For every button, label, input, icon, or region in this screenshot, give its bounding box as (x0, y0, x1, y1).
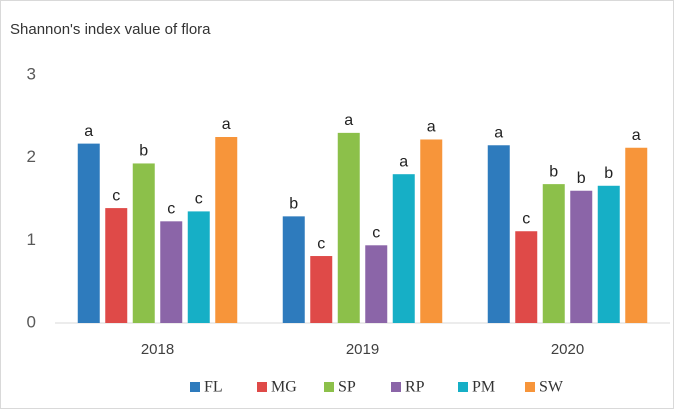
bar (215, 137, 238, 323)
significance-letter: a (399, 153, 408, 170)
chart-title: Shannon's index value of flora (10, 21, 211, 38)
legend-label: MG (271, 379, 297, 396)
legend-label: FL (204, 379, 223, 396)
bar (282, 216, 305, 323)
legend-swatch (190, 382, 200, 392)
significance-letter: c (167, 201, 175, 218)
significance-letter: b (549, 163, 558, 180)
legend-swatch (525, 382, 535, 392)
bar (337, 132, 360, 323)
y-tick-label: 2 (27, 147, 36, 166)
bar (420, 139, 443, 323)
significance-letter: c (372, 225, 380, 242)
significance-letter: a (344, 112, 353, 129)
bar (132, 163, 155, 323)
legend-label: PM (472, 379, 495, 396)
significance-letter: c (195, 191, 203, 208)
significance-letter: a (222, 116, 231, 133)
bar (77, 143, 100, 323)
bar (597, 185, 620, 323)
x-tick-label: 2019 (346, 341, 379, 358)
legend-swatch (391, 382, 401, 392)
x-tick-label: 2020 (551, 341, 584, 358)
y-tick-label: 1 (27, 230, 36, 249)
bar (310, 256, 333, 323)
significance-letter: b (604, 165, 613, 182)
bar (625, 147, 648, 323)
bar (160, 221, 183, 323)
legend-label: SP (338, 379, 356, 396)
legend-swatch (257, 382, 267, 392)
x-tick-label: 2018 (141, 341, 174, 358)
bar (105, 208, 128, 323)
significance-letter: c (522, 210, 530, 227)
bar (365, 245, 388, 323)
bar (487, 145, 510, 323)
y-tick-label: 0 (27, 312, 36, 331)
significance-letter: b (139, 143, 148, 160)
bar (515, 231, 538, 323)
significance-letter: a (632, 127, 641, 144)
y-tick-label: 3 (27, 64, 36, 83)
legend-swatch (324, 382, 334, 392)
bar (392, 174, 415, 323)
bar (187, 211, 210, 323)
legend-swatch (458, 382, 468, 392)
significance-letter: a (84, 123, 93, 140)
significance-letter: c (112, 187, 120, 204)
bar (570, 190, 593, 323)
legend-label: SW (539, 379, 564, 396)
significance-letter: a (427, 119, 436, 136)
significance-letter: b (289, 196, 298, 213)
significance-letter: b (577, 170, 586, 187)
legend-label: RP (405, 379, 425, 396)
bar (542, 184, 565, 323)
significance-letter: a (494, 124, 503, 141)
significance-letter: c (317, 235, 325, 252)
